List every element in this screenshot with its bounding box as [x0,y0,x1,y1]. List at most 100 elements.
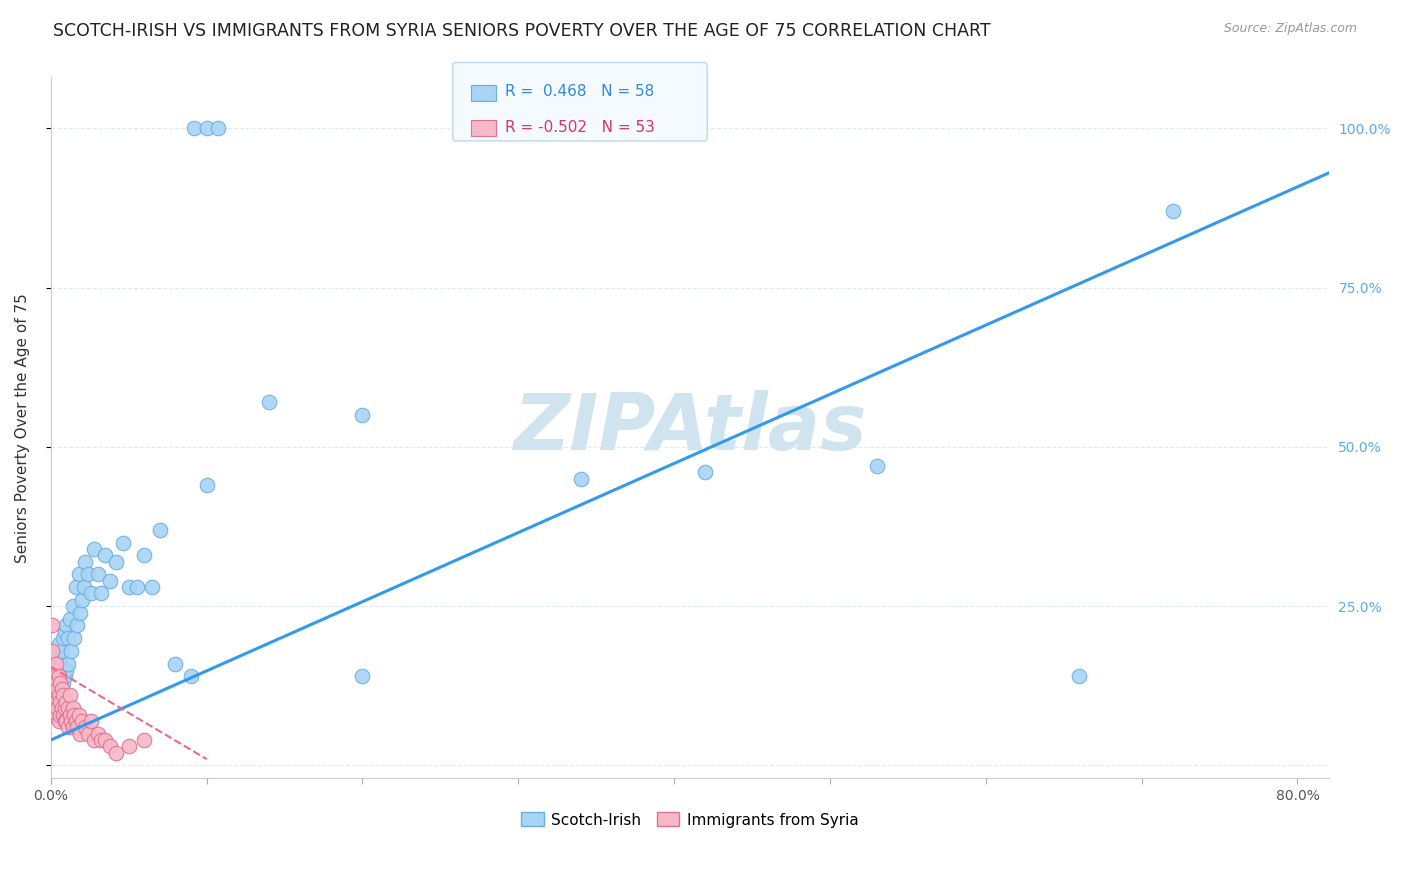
Point [53,701,76,715]
Point [56,720,79,734]
Point [41,675,63,690]
Point [195,478,218,492]
Point [866,458,889,473]
Point [49,675,72,690]
Point [72,580,94,594]
Point [70,714,93,728]
Point [111,535,134,549]
Point [60,644,83,658]
Point [44,657,66,671]
Point [75,720,97,734]
Point [134,548,156,562]
Point [105,746,128,760]
Text: R =  0.468   N = 58: R = 0.468 N = 58 [505,85,654,99]
Point [41,644,63,658]
Point [44,657,66,671]
Point [125,580,148,594]
Point [80,586,103,600]
Point [63,631,86,645]
Point [55,618,77,632]
Text: SCOTCH-IRISH VS IMMIGRANTS FROM SYRIA SENIORS POVERTY OVER THE AGE OF 75 CORRELA: SCOTCH-IRISH VS IMMIGRANTS FROM SYRIA SE… [53,22,991,40]
Point [51,644,73,658]
Point [105,555,128,569]
Point [695,466,717,480]
Point [42,701,65,715]
Point [66,720,89,734]
Point [49,707,72,722]
Point [75,555,97,569]
Point [48,669,70,683]
Point [1069,669,1091,683]
Point [58,707,80,722]
Point [207,121,229,136]
Point [48,669,70,683]
Point [42,663,65,677]
Point [44,695,66,709]
Point [67,707,90,722]
Point [180,669,202,683]
Point [195,121,218,136]
Point [49,695,72,709]
Point [60,714,83,728]
Legend: Scotch-Irish, Immigrants from Syria: Scotch-Irish, Immigrants from Syria [515,806,865,834]
Point [42,689,65,703]
Point [44,681,66,696]
Point [58,689,80,703]
Point [49,689,72,703]
Point [98,739,121,754]
Point [63,707,86,722]
Point [94,733,117,747]
Point [352,408,374,422]
Point [65,580,87,594]
Point [257,395,280,409]
Point [51,681,73,696]
Point [42,681,65,696]
Point [52,707,75,722]
Point [165,657,187,671]
Point [46,707,69,722]
Point [42,689,65,703]
Point [58,612,80,626]
Point [67,567,90,582]
Point [141,580,163,594]
Text: ZIPAtlas: ZIPAtlas [513,390,866,466]
Point [69,606,91,620]
Point [83,541,105,556]
Point [80,714,103,728]
Point [86,726,108,740]
Text: R = -0.502   N = 53: R = -0.502 N = 53 [505,120,655,135]
Point [41,707,63,722]
Point [41,669,63,683]
Point [118,580,141,594]
Point [77,726,100,740]
Point [77,567,100,582]
Point [90,733,112,747]
Point [53,669,76,683]
Point [62,720,84,734]
Point [52,675,75,690]
Point [56,701,79,715]
Point [65,714,87,728]
Point [44,675,66,690]
Point [55,695,77,709]
Point [39,695,62,709]
Point [352,669,374,683]
Point [46,701,69,715]
Point [49,657,72,671]
Point [53,624,76,639]
Point [66,618,89,632]
Point [62,701,84,715]
Point [52,689,75,703]
Point [118,739,141,754]
Point [51,701,73,715]
Point [569,472,592,486]
Point [42,701,65,715]
Point [183,121,205,136]
Point [69,726,91,740]
Point [55,714,77,728]
Point [56,631,79,645]
Point [70,592,93,607]
Point [41,695,63,709]
Point [44,707,66,722]
Point [86,567,108,582]
